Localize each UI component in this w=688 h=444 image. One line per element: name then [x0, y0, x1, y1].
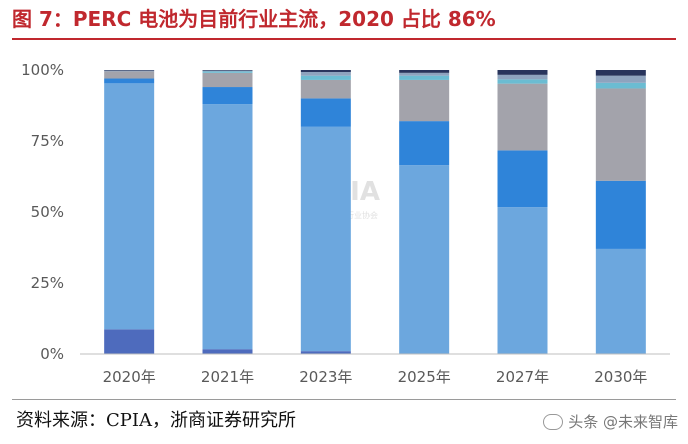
- title-rule: [12, 38, 676, 40]
- footer-rule: [12, 399, 676, 400]
- bar-segment: [595, 88, 646, 181]
- bar-segment: [202, 349, 253, 354]
- y-tick-label: 50%: [31, 203, 64, 221]
- bar-segment: [497, 83, 548, 151]
- bar-segment: [595, 70, 646, 76]
- bar-segment: [104, 83, 155, 330]
- bar-segment: [202, 72, 253, 88]
- bar-segment: [104, 329, 155, 354]
- bar-segment: [399, 79, 450, 122]
- stacked-bar-chart: CPIA 中国光伏行业协会 0%25%50%75%100% 2020年2021年…: [21, 61, 670, 386]
- bar-segment: [497, 207, 548, 354]
- bars-group: [104, 70, 646, 354]
- bar-segment: [300, 75, 351, 80]
- x-tick-label: 2020年: [103, 368, 156, 386]
- bar-segment: [104, 70, 155, 71]
- y-tick-label: 0%: [40, 345, 64, 363]
- x-tick-label: 2021年: [201, 368, 254, 386]
- bar-segment: [202, 71, 253, 73]
- bar-segment: [202, 70, 253, 71]
- bar-segment: [595, 82, 646, 89]
- bar-segment: [399, 72, 450, 76]
- x-axis: 2020年 2021年 2023年 2025年 2027年 2030年: [80, 353, 670, 386]
- bar-segment: [300, 126, 351, 352]
- bar-segment: [399, 121, 450, 166]
- x-tick-label: 2023年: [299, 368, 352, 386]
- y-tick-label: 100%: [21, 61, 64, 79]
- bar-segment: [104, 71, 155, 79]
- bar-segment: [104, 78, 155, 84]
- y-axis: 0% 25% 50% 75% 100%: [21, 61, 64, 363]
- bar-segment: [497, 70, 548, 75]
- bar-segment: [202, 70, 253, 72]
- watermark: 头条 @未来智库: [543, 408, 678, 436]
- bar-segment: [300, 351, 351, 354]
- bar-segment: [399, 70, 450, 73]
- bar-segment: [202, 104, 253, 350]
- bar-segment: [300, 98, 351, 127]
- bar-segment: [300, 79, 351, 99]
- watermark-text: 头条 @未来智库: [568, 413, 678, 431]
- y-tick-label: 25%: [31, 274, 64, 292]
- bar-segment: [595, 248, 646, 354]
- x-tick-label: 2027年: [496, 368, 549, 386]
- bar-segment: [595, 75, 646, 83]
- x-tick-label: 2025年: [398, 368, 451, 386]
- bar-segment: [497, 150, 548, 208]
- bar-segment: [300, 70, 351, 72]
- y-tick-label: 75%: [31, 132, 64, 150]
- bar-segment: [300, 71, 351, 76]
- bar-segment: [497, 79, 548, 84]
- bar-segment: [104, 70, 155, 72]
- bar-segment: [202, 87, 253, 105]
- bar-segment: [497, 74, 548, 80]
- bar-segment: [399, 75, 450, 80]
- source-note: 资料来源：CPIA，浙商证券研究所: [16, 410, 296, 431]
- bar-segment: [595, 180, 646, 249]
- chart-title: 图 7：PERC 电池为目前行业主流，2020 占比 86%: [12, 7, 496, 31]
- bar-segment: [399, 165, 450, 354]
- wechat-icon: [543, 414, 564, 430]
- x-tick-label: 2030年: [594, 368, 647, 386]
